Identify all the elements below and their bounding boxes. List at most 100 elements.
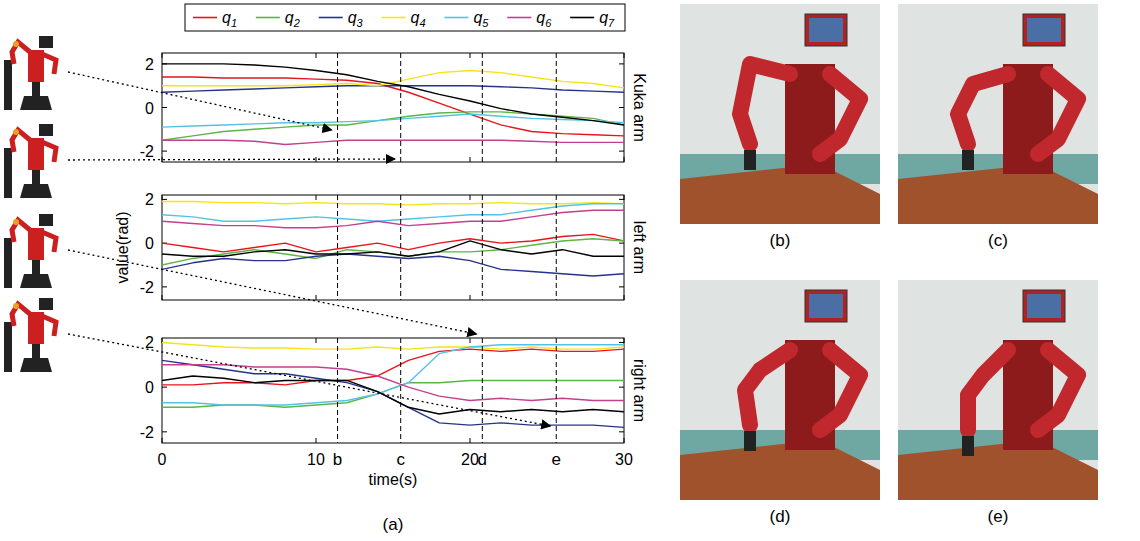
event-line <box>337 195 338 300</box>
x-tick <box>470 438 471 443</box>
robot-gripper <box>13 219 19 225</box>
photo-background <box>680 280 880 500</box>
robot-left-arm <box>968 350 1008 430</box>
legend-box <box>185 4 625 31</box>
robot-gripper <box>13 303 19 309</box>
legend-swatch <box>444 17 468 19</box>
x-tick <box>162 295 163 300</box>
x-tick <box>624 438 625 443</box>
photo-label: (e) <box>988 507 1009 526</box>
plot-frame <box>162 53 624 162</box>
x-tick-label: 30 <box>615 451 633 468</box>
robot-stand <box>32 344 40 358</box>
legend-label-sub: 4 <box>419 17 425 29</box>
cylinder <box>4 148 12 198</box>
robot-screen-face <box>809 294 843 318</box>
robot-head <box>39 298 53 310</box>
event-line <box>400 338 401 443</box>
robot-gripper <box>962 150 974 170</box>
robot-screen-face <box>809 18 843 42</box>
robot-base <box>20 274 52 288</box>
series-line <box>162 254 624 276</box>
x-tick <box>316 338 317 343</box>
series-line <box>162 64 624 125</box>
event-label: e <box>552 450 561 469</box>
legend-label-sub: 6 <box>545 17 552 29</box>
pointer-arrow <box>68 250 476 334</box>
series-line <box>162 202 624 205</box>
event-line <box>337 53 338 162</box>
event-label: b <box>333 450 342 469</box>
table <box>898 440 1098 500</box>
photo-background <box>898 280 1098 500</box>
event-line <box>556 195 557 300</box>
y-tick-label: -2 <box>140 279 154 296</box>
panel-title: left arm <box>631 221 648 274</box>
photo-background <box>898 4 1098 224</box>
x-tick <box>316 195 317 200</box>
series-line <box>162 234 624 252</box>
robot-screen-face <box>1027 18 1061 42</box>
legend-label-main: q <box>348 9 357 26</box>
photo <box>898 280 1098 500</box>
robot-base <box>20 96 52 110</box>
robot-head <box>39 124 53 136</box>
y-tick-label: 2 <box>145 56 154 73</box>
panel-label: (a) <box>383 515 404 534</box>
robot-screen <box>1023 14 1065 46</box>
robot-screen <box>1023 290 1065 322</box>
robot-arm <box>12 220 30 242</box>
panel: -202left armvalue(rad) <box>114 191 648 300</box>
y-tick <box>619 342 624 343</box>
legend-label-sub: 3 <box>357 17 364 29</box>
panel-title: right arm <box>631 359 648 422</box>
x-tick <box>624 338 625 343</box>
series-line <box>162 210 624 228</box>
robot-base <box>20 358 52 372</box>
series-line <box>162 70 624 87</box>
photo-background <box>680 4 880 224</box>
y-tick-label: 0 <box>145 379 154 396</box>
robot-icon <box>4 124 56 198</box>
robot-left-arm <box>745 350 790 425</box>
pointer-arrow <box>68 334 550 426</box>
robot-left-arm <box>958 74 1008 144</box>
x-tick <box>470 338 471 343</box>
series-line <box>162 342 624 349</box>
event-line <box>482 338 483 443</box>
legend-label: q1 <box>222 9 237 29</box>
pointer-arrow <box>68 72 332 130</box>
legend: q1q2q3q4q5q6q7 <box>185 4 625 31</box>
y-axis-title: value(rad) <box>114 211 131 283</box>
table <box>680 164 880 224</box>
robot-icon <box>4 298 56 372</box>
robot-screen-face <box>1027 294 1061 318</box>
series-group <box>162 64 624 145</box>
event-line <box>556 53 557 162</box>
y-tick-label: -2 <box>140 424 154 441</box>
y-tick <box>619 431 624 432</box>
cylinder <box>4 322 12 372</box>
y-tick <box>162 199 167 200</box>
robot-stand <box>32 260 40 274</box>
event-line <box>482 53 483 162</box>
legend-swatch <box>507 17 531 19</box>
series-line <box>162 86 624 93</box>
series-line <box>162 360 624 427</box>
x-tick <box>316 157 317 162</box>
legend-label: q3 <box>348 9 364 29</box>
series-line <box>162 376 624 414</box>
robot-left-arm <box>740 64 790 144</box>
event-label: d <box>478 450 487 469</box>
robot-arm <box>12 42 30 64</box>
robot-arm <box>42 232 56 252</box>
robot-body <box>28 50 44 82</box>
x-tick <box>162 438 163 443</box>
x-tick <box>624 157 625 162</box>
legend-label-main: q <box>222 9 231 26</box>
robot-gripper <box>744 150 756 170</box>
x-tick-label: 0 <box>158 451 167 468</box>
legend-label-sub: 2 <box>293 17 300 29</box>
robot-icon <box>4 214 56 288</box>
event-line <box>400 53 401 162</box>
